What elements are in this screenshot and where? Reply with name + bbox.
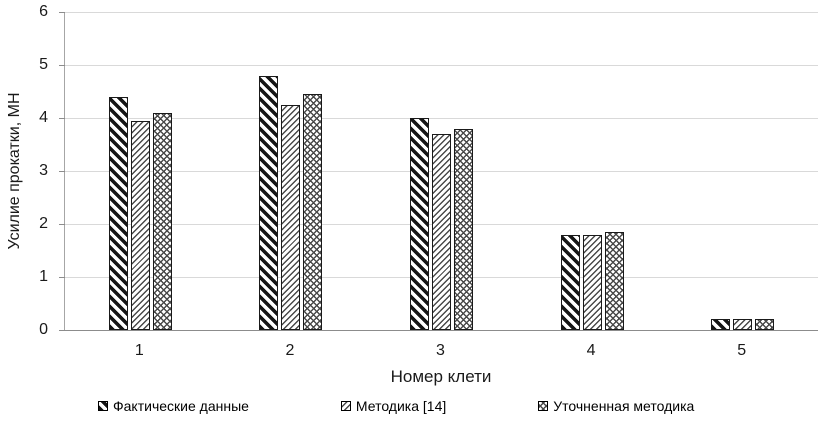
y-tick-label: 5 <box>39 56 48 73</box>
bar-series3-stand4 <box>604 232 624 330</box>
bar-series1-stand4 <box>560 235 580 330</box>
bar-series3-stand5 <box>755 319 775 330</box>
bar-series1-stand5 <box>711 319 731 330</box>
gridline <box>65 65 818 66</box>
legend-marker-crosshatch <box>538 401 549 411</box>
legend-marker-thin-diagonal <box>340 401 351 411</box>
y-tick-label: 2 <box>39 215 48 232</box>
legend-marker-heavy-diagonal <box>98 401 108 411</box>
x-axis-tick-labels: 1 2 3 4 5 <box>64 341 818 361</box>
bar-series2-stand5 <box>733 319 753 330</box>
legend-item: Методика [14] <box>340 398 447 414</box>
bar-series1-stand2 <box>259 76 279 330</box>
y-tick-mark <box>59 118 65 119</box>
x-tick-label: 4 <box>586 342 596 359</box>
legend-item: Фактические данные <box>98 398 249 414</box>
legend-item: Уточненная методика <box>538 398 694 414</box>
plot-area <box>59 12 818 331</box>
y-tick-mark <box>59 224 65 225</box>
bar-series2-stand4 <box>582 235 602 330</box>
bar-series1-stand3 <box>410 118 429 330</box>
legend-label: Уточненная методика <box>553 398 695 414</box>
legend-label: Фактические данные <box>113 398 249 414</box>
x-tick-label: 3 <box>436 342 445 359</box>
x-tick-label: 5 <box>737 342 747 359</box>
bar-series3-stand3 <box>454 129 473 330</box>
y-tick-mark <box>59 330 65 331</box>
legend-label: Методика [14] <box>355 398 447 414</box>
bar-series2-stand2 <box>281 105 301 330</box>
y-tick-label: 4 <box>39 109 48 126</box>
bar-series3-stand2 <box>303 94 323 330</box>
y-tick-mark <box>59 65 65 66</box>
bar-series2-stand1 <box>130 121 150 330</box>
y-tick-label: 0 <box>39 321 48 338</box>
x-axis-title: Номер клети <box>390 367 492 386</box>
y-tick-label: 6 <box>39 3 48 20</box>
x-tick-label: 2 <box>285 342 295 359</box>
gridline <box>65 118 818 119</box>
gridline <box>65 12 818 13</box>
y-tick-label: 1 <box>39 268 48 285</box>
y-tick-mark <box>59 12 65 13</box>
y-tick-mark <box>59 277 65 278</box>
bar-series1-stand1 <box>108 97 128 330</box>
bar-series3-stand1 <box>152 113 172 330</box>
legend: Фактические данные Методика [14] Уточненна… <box>98 398 694 414</box>
y-tick-mark <box>59 171 65 172</box>
y-axis-tick-labels: 0 1 2 3 4 5 6 <box>0 4 56 338</box>
x-tick-label: 1 <box>134 342 144 359</box>
y-tick-label: 3 <box>39 162 48 179</box>
bar-series2-stand3 <box>432 134 451 330</box>
